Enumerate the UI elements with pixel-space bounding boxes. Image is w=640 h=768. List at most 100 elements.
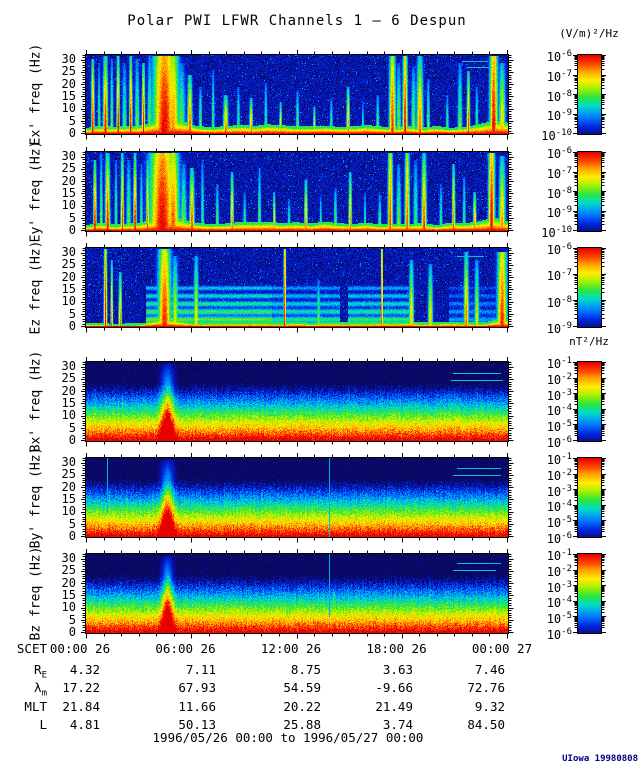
ephemeris-value: 21.84	[62, 699, 100, 714]
ephemeris-row-label: λm	[34, 680, 47, 699]
spectrogram-canvas	[81, 147, 518, 238]
colorbar-tick-label: 10-4	[546, 595, 572, 611]
colorbar-tick-label: 10-3	[546, 387, 572, 403]
y-tick-label: 30	[61, 454, 76, 469]
y-tick-label: 30	[61, 550, 76, 565]
scet-tick-label: 00:00 26	[49, 641, 111, 656]
y-tick-label: 30	[61, 148, 76, 163]
magnetic-units-label: nT²/Hz	[569, 335, 609, 348]
colorbar-tick-label: 10-9	[546, 108, 572, 124]
colorbar-tick-label: 10-4	[546, 499, 572, 515]
page-title: Polar PWI LFWR Channels 1 — 6 Despun	[127, 13, 467, 29]
ephemeris-value: 4.32	[69, 662, 100, 677]
scet-tick-label: 00:00 27	[471, 641, 533, 656]
colorbar-tick-label: 10-2	[546, 563, 572, 579]
electric-units-label: (V/m)²/Hz	[559, 27, 619, 40]
colorbar-tick-label: 10-2	[546, 467, 572, 483]
y-tick-label: 25	[61, 64, 76, 79]
y-tick-label: 0	[68, 223, 76, 237]
colorbar-tick-label: 10-5	[546, 515, 572, 531]
ephemeris-value: -9.66	[375, 680, 413, 695]
colorbar-canvas	[573, 357, 608, 448]
colorbar-tick-label: 10-3	[546, 483, 572, 499]
panel-ylabel: Ez freq (Hz)	[28, 240, 44, 334]
colorbar-canvas	[573, 453, 608, 544]
y-tick-label: 5	[68, 612, 76, 627]
y-tick-label: 25	[61, 371, 76, 386]
colorbar-tick-label: 10-6	[546, 435, 572, 450]
y-tick-label: 15	[61, 281, 76, 296]
y-tick-label: 10	[61, 101, 76, 116]
colorbar-tick-label: 10-9	[546, 321, 572, 336]
colorbar-tick-label: 10-10	[541, 225, 572, 240]
ephemeris-value: 25.88	[283, 717, 321, 732]
colorbar-tick-label: 10-6	[546, 49, 572, 64]
y-tick-label: 0	[68, 529, 76, 543]
colorbar-tick-label: 10-7	[546, 268, 572, 284]
colorbar-tick-label: 10-7	[546, 165, 572, 181]
scet-tick-label: 06:00 26	[155, 641, 216, 656]
panel-ylabel: Bz freq (Hz)	[28, 546, 44, 640]
y-tick-label: 5	[68, 113, 76, 128]
y-tick-label: 25	[61, 161, 76, 176]
ephemeris-value: 50.13	[178, 717, 216, 732]
y-tick-label: 20	[61, 269, 76, 284]
scet-tick-label: 12:00 26	[260, 641, 322, 656]
colorbar-tick-label: 10-6	[546, 242, 572, 257]
panel-ylabel: Ey' freq (Hz)	[28, 140, 44, 242]
y-tick-label: 10	[61, 198, 76, 213]
ephemeris-row-label: L	[39, 717, 47, 732]
y-tick-label: 20	[61, 76, 76, 91]
colorbar-tick-label: 10-8	[546, 88, 572, 104]
ephemeris-value: 11.66	[178, 699, 216, 714]
colorbar-canvas	[573, 243, 608, 334]
y-tick-label: 10	[61, 294, 76, 309]
y-tick-label: 20	[61, 575, 76, 590]
ephemeris-value: 9.32	[474, 699, 505, 714]
ephemeris-value: 3.74	[382, 717, 413, 732]
ephemeris-row-label: MLT	[24, 699, 47, 714]
y-tick-label: 0	[68, 319, 76, 333]
y-tick-label: 20	[61, 479, 76, 494]
colorbar-canvas	[573, 549, 608, 640]
colorbar-tick-label: 10-1	[546, 452, 572, 467]
y-tick-label: 20	[61, 383, 76, 398]
ephemeris-value: 72.76	[467, 680, 505, 695]
y-tick-label: 15	[61, 491, 76, 506]
ephemeris-value: 17.22	[62, 680, 100, 695]
colorbar-tick-label: 10-8	[546, 294, 572, 310]
spectrogram-canvas	[81, 453, 518, 544]
credit-label: UIowa 19980808	[562, 754, 638, 764]
spectrogram-canvas	[81, 549, 518, 640]
colorbar-tick-label: 10-10	[541, 128, 572, 143]
y-tick-label: 5	[68, 210, 76, 225]
y-tick-label: 25	[61, 467, 76, 482]
colorbar-tick-label: 10-9	[546, 205, 572, 221]
colorbar-tick-label: 10-6	[546, 531, 572, 546]
ephemeris-value: 20.22	[283, 699, 321, 714]
colorbar-tick-label: 10-1	[546, 548, 572, 563]
y-tick-label: 25	[61, 257, 76, 272]
colorbar-tick-label: 10-4	[546, 403, 572, 419]
ephemeris-value: 7.46	[474, 662, 505, 677]
y-tick-label: 30	[61, 358, 76, 373]
y-tick-label: 30	[61, 244, 76, 259]
ephemeris-value: 4.81	[69, 717, 100, 732]
colorbar-tick-label: 10-6	[546, 146, 572, 161]
panel-ylabel: Bx' freq (Hz)	[28, 350, 44, 452]
y-tick-label: 15	[61, 88, 76, 103]
y-tick-label: 20	[61, 173, 76, 188]
y-tick-label: 5	[68, 420, 76, 435]
y-tick-label: 15	[61, 395, 76, 410]
y-tick-label: 15	[61, 587, 76, 602]
colorbar-canvas	[573, 147, 608, 238]
colorbar-tick-label: 10-2	[546, 371, 572, 387]
y-tick-label: 25	[61, 563, 76, 578]
ephemeris-value: 67.93	[178, 680, 216, 695]
scet-row-label: SCET	[16, 641, 47, 656]
colorbar-tick-label: 10-3	[546, 579, 572, 595]
y-tick-label: 10	[61, 600, 76, 615]
colorbar-tick-label: 10-8	[546, 185, 572, 201]
colorbar-tick-label: 10-5	[546, 419, 572, 435]
